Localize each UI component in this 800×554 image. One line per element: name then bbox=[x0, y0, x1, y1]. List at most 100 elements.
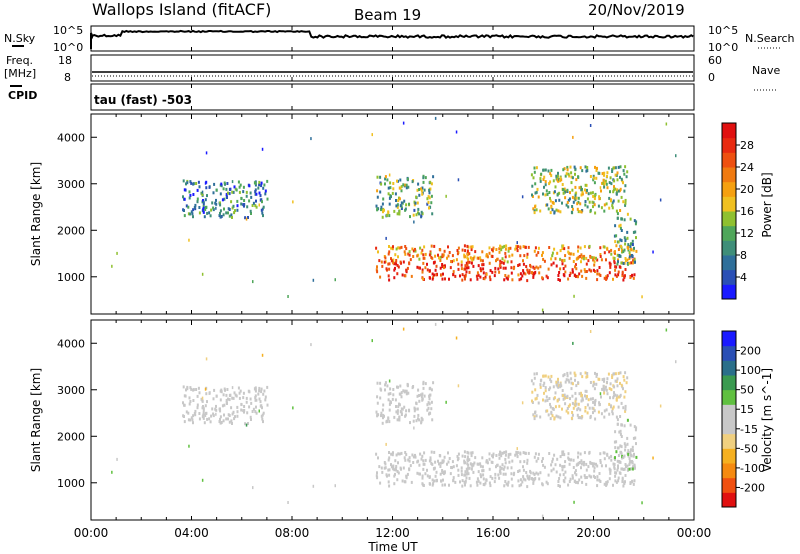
echo-cell bbox=[619, 209, 622, 212]
echo-cell bbox=[189, 212, 192, 216]
echo-cell bbox=[237, 180, 240, 184]
echo-cell bbox=[619, 460, 622, 464]
x-tick-label: 00:00 bbox=[74, 526, 109, 540]
echo-cell bbox=[231, 180, 234, 184]
echo-cell bbox=[585, 256, 588, 260]
echo-cell bbox=[428, 397, 431, 401]
echo-cell bbox=[614, 224, 617, 228]
echo-cell bbox=[573, 500, 575, 504]
echo-cell bbox=[429, 411, 432, 415]
echo-cell bbox=[574, 265, 576, 269]
echo-cell bbox=[426, 403, 429, 407]
velocity-ylabel: Slant Range [km] bbox=[29, 368, 43, 472]
echo-cell bbox=[260, 390, 263, 394]
echo-cell bbox=[499, 244, 502, 248]
echo-cell bbox=[439, 454, 442, 458]
echo-cell bbox=[557, 171, 559, 175]
echo-cell bbox=[430, 201, 433, 205]
echo-cell bbox=[442, 460, 445, 464]
echo-cell bbox=[464, 483, 466, 487]
echo-cell bbox=[577, 461, 580, 465]
echo-cell bbox=[556, 398, 559, 402]
echo-cell bbox=[564, 476, 567, 480]
echo-cell bbox=[559, 473, 562, 477]
x-tick-label: 12:00 bbox=[375, 526, 410, 540]
nave-label: Nave bbox=[752, 64, 780, 77]
echo-cell bbox=[603, 451, 606, 455]
echo-cell bbox=[205, 357, 208, 361]
echo-cell bbox=[620, 261, 623, 265]
echo-cell bbox=[564, 174, 567, 178]
echo-cell bbox=[562, 394, 564, 398]
echo-cell bbox=[232, 204, 235, 208]
echo-cell bbox=[400, 451, 403, 455]
echo-cell bbox=[390, 463, 392, 467]
echo-cell bbox=[463, 244, 466, 248]
echo-cell bbox=[219, 192, 222, 196]
echo-cell bbox=[384, 177, 387, 181]
echo-cell bbox=[593, 466, 596, 470]
echo-cell bbox=[400, 407, 403, 411]
echo-cell bbox=[589, 191, 592, 195]
echo-cell bbox=[622, 169, 625, 173]
echo-cell bbox=[619, 432, 622, 436]
echo-cell bbox=[261, 200, 263, 204]
echo-cell bbox=[613, 391, 615, 395]
echo-cell bbox=[612, 394, 615, 398]
echo-cell bbox=[589, 475, 592, 479]
echo-cell bbox=[460, 267, 463, 271]
echo-cell bbox=[610, 405, 612, 409]
echo-cell bbox=[574, 373, 577, 377]
echo-cell bbox=[430, 407, 433, 411]
echo-cell bbox=[488, 251, 491, 255]
echo-cell bbox=[619, 415, 622, 418]
echo-cell bbox=[584, 406, 587, 409]
echo-cell bbox=[620, 244, 623, 248]
echo-cell bbox=[551, 251, 554, 255]
echo-cell bbox=[560, 384, 563, 388]
echo-cell bbox=[426, 268, 429, 272]
echo-cell bbox=[457, 178, 460, 182]
echo-cell bbox=[494, 266, 497, 270]
echo-cell bbox=[426, 468, 428, 472]
echo-cell bbox=[522, 451, 525, 455]
echo-cell bbox=[580, 462, 583, 466]
echo-cell bbox=[602, 384, 605, 388]
echo-cell bbox=[569, 397, 571, 401]
echo-cell bbox=[621, 476, 624, 480]
echo-cell bbox=[573, 273, 576, 277]
echo-cell bbox=[563, 373, 566, 377]
echo-cell bbox=[258, 183, 261, 187]
echo-cell bbox=[558, 397, 561, 401]
echo-cell bbox=[240, 402, 243, 406]
echo-cell bbox=[212, 191, 215, 195]
echo-cell bbox=[587, 259, 590, 263]
echo-cell bbox=[528, 271, 531, 274]
echo-cell bbox=[620, 177, 623, 181]
echo-cell bbox=[394, 253, 397, 257]
echo-cell bbox=[561, 389, 564, 392]
echo-cell bbox=[534, 411, 536, 415]
echo-cell bbox=[613, 440, 616, 444]
echo-cell bbox=[442, 472, 445, 476]
echo-cell bbox=[204, 198, 207, 202]
echo-cell bbox=[675, 360, 677, 364]
echo-cell bbox=[624, 274, 626, 278]
echo-cell bbox=[243, 203, 246, 206]
colorbar-segment bbox=[722, 389, 736, 405]
echo-cell bbox=[430, 450, 433, 454]
echo-cell bbox=[652, 456, 654, 460]
echo-cell bbox=[504, 472, 507, 476]
echo-cell bbox=[430, 255, 433, 259]
echo-cell bbox=[610, 458, 613, 462]
echo-cell bbox=[215, 206, 217, 210]
echo-cell bbox=[392, 388, 395, 391]
echo-cell bbox=[401, 479, 404, 483]
echo-cell bbox=[381, 264, 384, 268]
echo-cell bbox=[575, 274, 577, 278]
echo-cell bbox=[516, 241, 518, 245]
colorbar-tick-label: 24 bbox=[740, 161, 754, 174]
echo-cell bbox=[397, 405, 400, 409]
echo-cell bbox=[433, 273, 435, 277]
echo-cell bbox=[532, 273, 535, 277]
